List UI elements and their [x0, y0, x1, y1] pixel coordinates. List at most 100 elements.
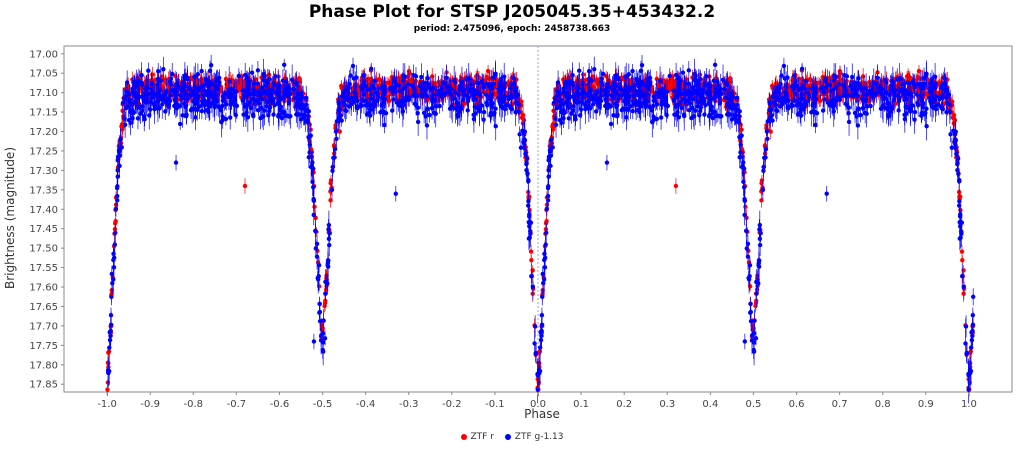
data-point: [331, 143, 337, 148]
data-point: [540, 287, 545, 293]
x-axis-label: Phase: [524, 407, 560, 421]
data-point: [781, 63, 787, 69]
data-point: [723, 95, 728, 101]
data-point: [142, 116, 147, 122]
data-point: [289, 77, 295, 83]
data-point: [654, 102, 660, 107]
data-point: [654, 116, 660, 122]
data-point: [684, 77, 689, 82]
data-point: [383, 110, 389, 116]
data-point: [405, 82, 411, 87]
data-point: [113, 218, 118, 224]
data-point: [704, 74, 709, 79]
data-point: [687, 108, 692, 113]
data-point: [959, 249, 965, 254]
data-point: [226, 78, 232, 83]
data-point: [600, 71, 606, 77]
data-point: [759, 198, 764, 203]
data-point: [322, 300, 328, 306]
data-point: [223, 116, 229, 122]
data-point: [960, 274, 965, 279]
data-point: [519, 99, 524, 104]
data-point: [517, 132, 522, 137]
data-point: [551, 108, 556, 113]
data-point: [412, 88, 417, 94]
data-point: [529, 258, 534, 263]
data-point: [224, 102, 229, 107]
data-point: [407, 78, 413, 83]
data-point: [525, 171, 530, 177]
data-point: [657, 78, 663, 83]
data-point: [960, 258, 965, 263]
data-point: [146, 68, 151, 73]
data-point: [462, 101, 467, 106]
data-point: [296, 76, 302, 81]
data-point: [377, 77, 383, 83]
data-point: [105, 387, 110, 392]
data-point: [339, 83, 344, 89]
data-point: [875, 75, 880, 80]
data-point: [782, 76, 788, 81]
data-point: [170, 71, 175, 77]
data-point: [550, 127, 556, 132]
data-point: [852, 110, 858, 116]
data-point: [256, 108, 261, 113]
data-point: [311, 184, 316, 190]
data-point: [578, 107, 584, 112]
data-point: [130, 90, 136, 95]
data-point: [673, 183, 679, 189]
data-point: [334, 136, 339, 141]
data-point: [544, 218, 549, 224]
data-point: [570, 72, 575, 78]
data-point: [501, 74, 507, 79]
data-point: [893, 101, 898, 106]
data-point: [350, 63, 356, 69]
data-point: [139, 72, 144, 78]
data-point: [390, 108, 395, 113]
data-point: [250, 112, 256, 117]
data-point: [769, 83, 775, 89]
data-point: [808, 77, 813, 83]
data-point: [444, 75, 449, 80]
data-point: [720, 77, 726, 83]
data-point: [149, 82, 154, 87]
data-point: [382, 122, 387, 128]
data-point: [765, 136, 770, 141]
data-point: [581, 72, 586, 77]
data-point: [950, 99, 955, 104]
data-point: [688, 95, 694, 101]
data-point: [813, 122, 818, 128]
data-point: [529, 274, 534, 279]
data-point: [577, 68, 582, 73]
data-point: [328, 198, 333, 203]
data-points: [105, 54, 976, 404]
data-point: [543, 226, 549, 232]
data-point: [273, 74, 278, 79]
data-point: [592, 93, 597, 98]
data-point: [850, 74, 855, 80]
data-point: [540, 294, 545, 299]
data-point: [737, 155, 742, 160]
data-point: [580, 82, 585, 87]
data-point: [509, 92, 514, 97]
data-point: [148, 107, 153, 112]
data-point: [484, 74, 490, 80]
data-point: [419, 74, 424, 80]
data-point: [754, 287, 760, 292]
data-point: [120, 108, 125, 113]
data-point: [844, 103, 850, 108]
data-point: [242, 183, 248, 189]
data-point: [312, 204, 317, 210]
data-point: [317, 310, 322, 315]
chart-title: Phase Plot for STSP J205045.35+453432.2: [308, 2, 716, 22]
data-point: [667, 73, 672, 79]
data-point: [932, 74, 938, 79]
data-point: [836, 82, 842, 87]
data-point: [528, 249, 534, 254]
data-point: [540, 271, 545, 277]
data-point: [915, 74, 920, 80]
data-point: [161, 66, 166, 72]
data-point: [120, 127, 125, 132]
data-point: [236, 73, 242, 79]
data-point: [150, 72, 155, 77]
